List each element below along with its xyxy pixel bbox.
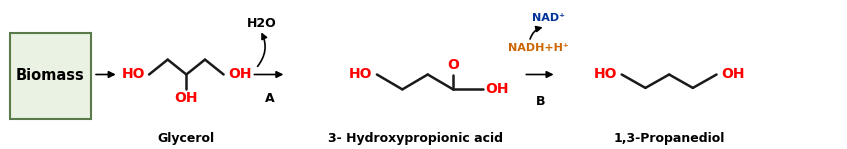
Text: HO: HO — [594, 67, 617, 82]
Text: B: B — [535, 95, 545, 108]
Text: NADH+H⁺: NADH+H⁺ — [508, 43, 569, 53]
Text: HO: HO — [121, 67, 145, 82]
Text: NAD⁺: NAD⁺ — [533, 13, 565, 23]
Text: A: A — [264, 92, 274, 105]
Text: Biomass: Biomass — [16, 69, 85, 83]
Text: HO: HO — [349, 67, 373, 82]
Text: OH: OH — [174, 91, 198, 105]
Text: OH: OH — [721, 67, 745, 82]
Text: 3- Hydroxypropionic acid: 3- Hydroxypropionic acid — [328, 132, 502, 145]
Text: 1,3-Propanediol: 1,3-Propanediol — [613, 132, 725, 145]
Text: Glycerol: Glycerol — [158, 132, 215, 145]
FancyBboxPatch shape — [10, 33, 91, 119]
Text: O: O — [447, 58, 459, 72]
Text: H2O: H2O — [246, 17, 277, 30]
Text: OH: OH — [485, 82, 509, 96]
Text: OH: OH — [228, 67, 252, 82]
